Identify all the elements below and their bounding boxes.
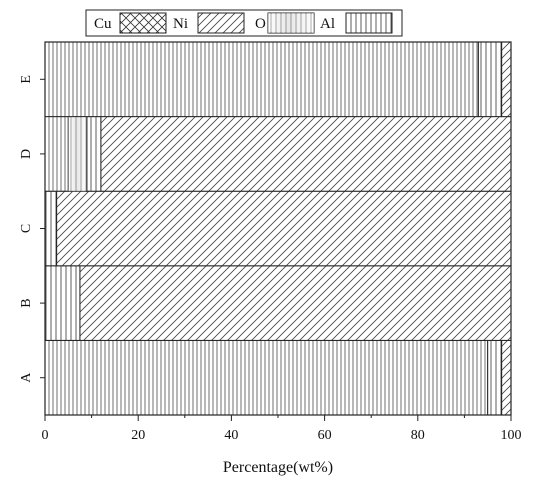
y-tick-label-B: B <box>19 298 34 307</box>
bar-D-al <box>100 116 512 192</box>
bar-A-cu <box>44 339 489 416</box>
x-tick-label-0: 0 <box>42 428 49 443</box>
bar-A-al <box>501 339 512 416</box>
bar-E-al <box>501 41 512 118</box>
x-axis-label: Percentage(wt%) <box>223 459 333 476</box>
legend-swatch-overlay-o <box>268 13 314 33</box>
axes: A B C D E 0 20 40 60 80 100 Percentage(wt%) <box>19 41 522 476</box>
bar-overlay-D-ni <box>68 116 87 192</box>
legend-swatch-ni <box>197 12 245 34</box>
bar-D-o <box>86 116 102 192</box>
bar-E-cu <box>44 41 479 118</box>
legend-label-al: Al <box>320 16 335 32</box>
legend-swatch-al <box>345 12 393 34</box>
legend-label-o: O <box>255 16 266 32</box>
bar-C-o <box>44 190 58 267</box>
x-tick-label-60: 60 <box>318 428 332 443</box>
bars <box>44 41 512 416</box>
legend-label-ni: Ni <box>173 16 188 32</box>
legend-swatch-cu <box>119 12 167 34</box>
y-tick-label-E: E <box>19 75 34 84</box>
y-tick-label-D: D <box>19 149 34 159</box>
y-tick-label-C: C <box>19 224 34 233</box>
y-tick-label-A: A <box>19 372 34 383</box>
x-tick-label-80: 80 <box>411 428 425 443</box>
bar-B-o <box>44 265 81 341</box>
bar-E-o <box>477 41 503 118</box>
bar-D-cu <box>44 116 69 192</box>
legend: Cu Ni O Al <box>85 9 403 37</box>
bar-B-al <box>79 265 512 341</box>
legend-label-cu: Cu <box>94 16 112 32</box>
bar-A-o <box>487 339 503 416</box>
x-tick-label-20: 20 <box>131 428 145 443</box>
bar-C-al <box>56 190 512 267</box>
x-tick-label-40: 40 <box>224 428 238 443</box>
x-tick-label-100: 100 <box>501 428 522 443</box>
